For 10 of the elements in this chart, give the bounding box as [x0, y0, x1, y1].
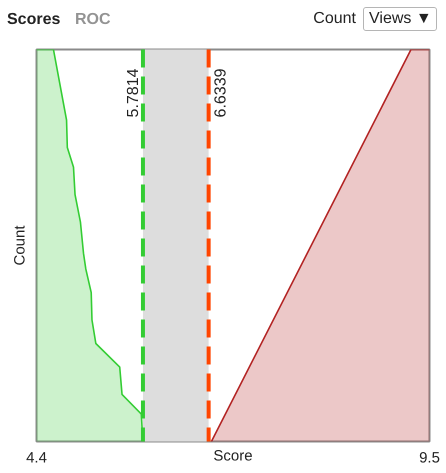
text: Count [313, 10, 356, 28]
ref-line-label: 5.7814 [124, 68, 142, 118]
y-axis-title: Count [12, 224, 28, 266]
text: Views ▼ [363, 7, 437, 31]
x-tick-label: 9.5 [419, 450, 440, 466]
x-tick-label: 4.4 [26, 450, 47, 466]
chart-title: Scores [7, 11, 60, 29]
x-axis-title: Score [213, 448, 253, 464]
ref-line-label: 6.6339 [212, 68, 230, 118]
text: ROC [75, 11, 111, 29]
